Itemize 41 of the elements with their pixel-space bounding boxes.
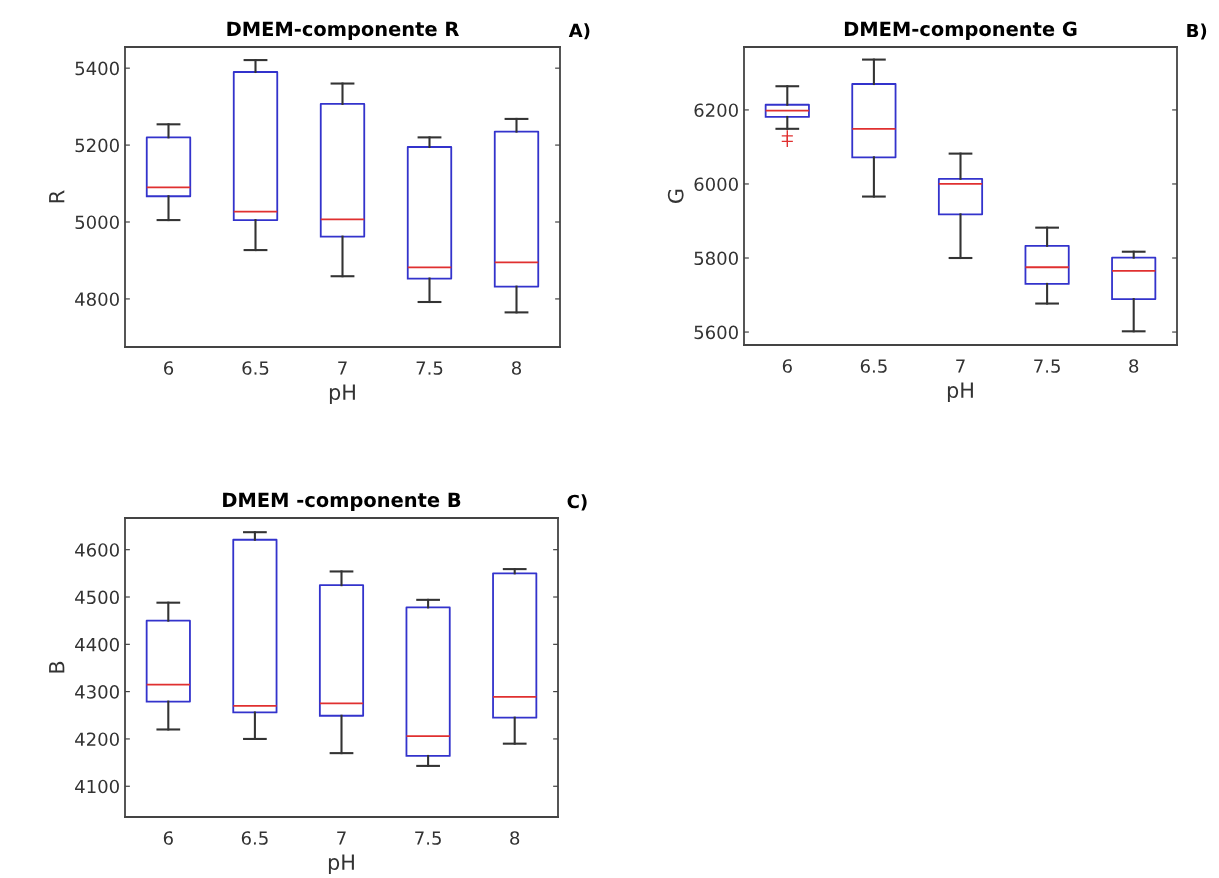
x-tick-label: 6: [163, 831, 173, 845]
x-tick-label: 6.5: [242, 361, 269, 375]
y-tick-label: 4800: [75, 292, 119, 307]
x-tick-label: 7: [338, 361, 347, 375]
y-tick-label: 4600: [75, 543, 119, 557]
x-tick-label: 7.5: [415, 831, 441, 845]
y-tick-label: 4300: [75, 685, 119, 699]
y-tick-label: 6200: [694, 103, 738, 118]
y-axis-title: B: [49, 661, 65, 673]
y-axis-title: R: [49, 190, 65, 203]
x-tick-label: 8: [511, 361, 522, 375]
y-tick-label: 6000: [694, 177, 738, 192]
x-axis-title: pH: [329, 384, 355, 405]
x-tick-label: 6.5: [860, 359, 887, 373]
x-tick-label: 7: [956, 359, 965, 373]
x-axis-title: pH: [947, 382, 973, 403]
x-tick-label: 8: [1129, 359, 1139, 373]
x-tick-label: 8: [510, 831, 520, 845]
y-tick-label: 5600: [694, 325, 738, 340]
x-tick-label: 7.5: [1034, 359, 1060, 373]
x-tick-label: 6.5: [241, 831, 268, 845]
y-tick-label: 4200: [75, 732, 119, 747]
x-tick-label: 6: [782, 359, 792, 373]
y-tick-label: 4400: [75, 637, 119, 652]
text: B): [1187, 23, 1207, 40]
text: C): [567, 494, 587, 511]
y-tick-label: 4500: [75, 590, 119, 605]
y-axis-title: G: [667, 189, 684, 203]
chart-title: DMEM-componente R: [227, 21, 459, 40]
y-tick-label: 5800: [694, 251, 738, 266]
x-tick-label: 6: [164, 361, 174, 375]
y-tick-label: 5400: [75, 61, 119, 76]
chart-title: DMEM -componente B: [223, 492, 461, 511]
y-tick-label: 5200: [75, 138, 119, 153]
x-axis-title: pH: [328, 854, 354, 875]
x-tick-label: 7: [337, 831, 346, 845]
y-tick-label: 5000: [75, 215, 119, 230]
y-tick-label: 4100: [75, 779, 119, 794]
x-tick-label: 7.5: [416, 361, 443, 375]
chart-title: DMEM-componente G: [844, 21, 1077, 40]
text: A): [568, 23, 590, 40]
